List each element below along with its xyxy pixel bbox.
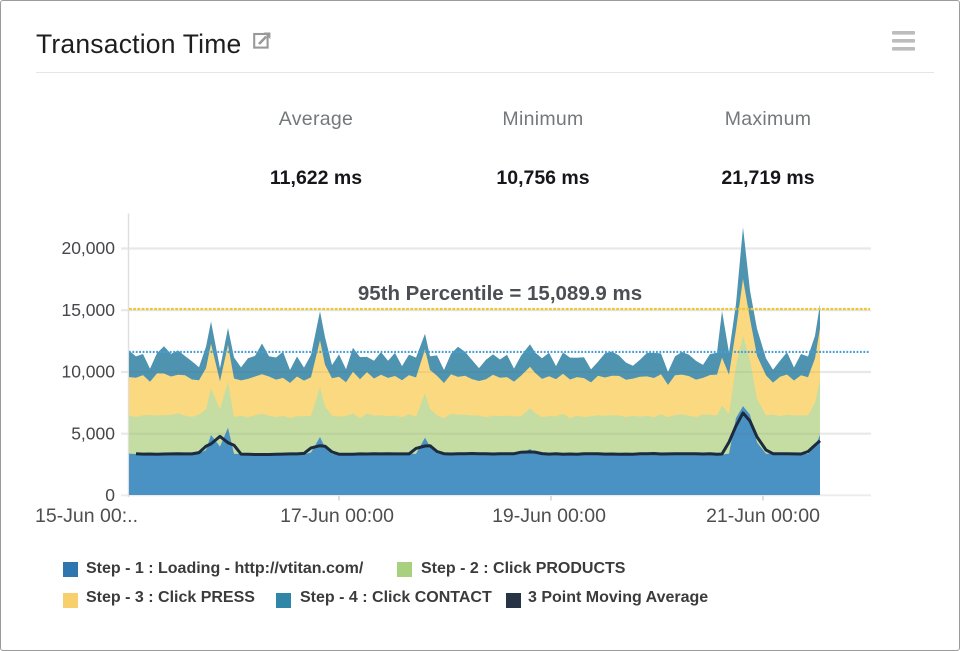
svg-text:15,000: 15,000: [61, 300, 115, 320]
svg-text:5,000: 5,000: [71, 423, 115, 443]
svg-text:19-Jun 00:00: 19-Jun 00:00: [492, 505, 606, 527]
svg-text:95th Percentile = 15,089.9 ms: 95th Percentile = 15,089.9 ms: [358, 282, 642, 305]
svg-text:21-Jun 00:00: 21-Jun 00:00: [706, 505, 820, 527]
svg-text:17-Jun 00:00: 17-Jun 00:00: [280, 505, 394, 527]
svg-text:15-Jun 00:..: 15-Jun 00:..: [35, 505, 138, 527]
svg-text:10,000: 10,000: [61, 362, 115, 382]
svg-text:20,000: 20,000: [61, 238, 115, 258]
svg-text:0: 0: [105, 485, 115, 505]
